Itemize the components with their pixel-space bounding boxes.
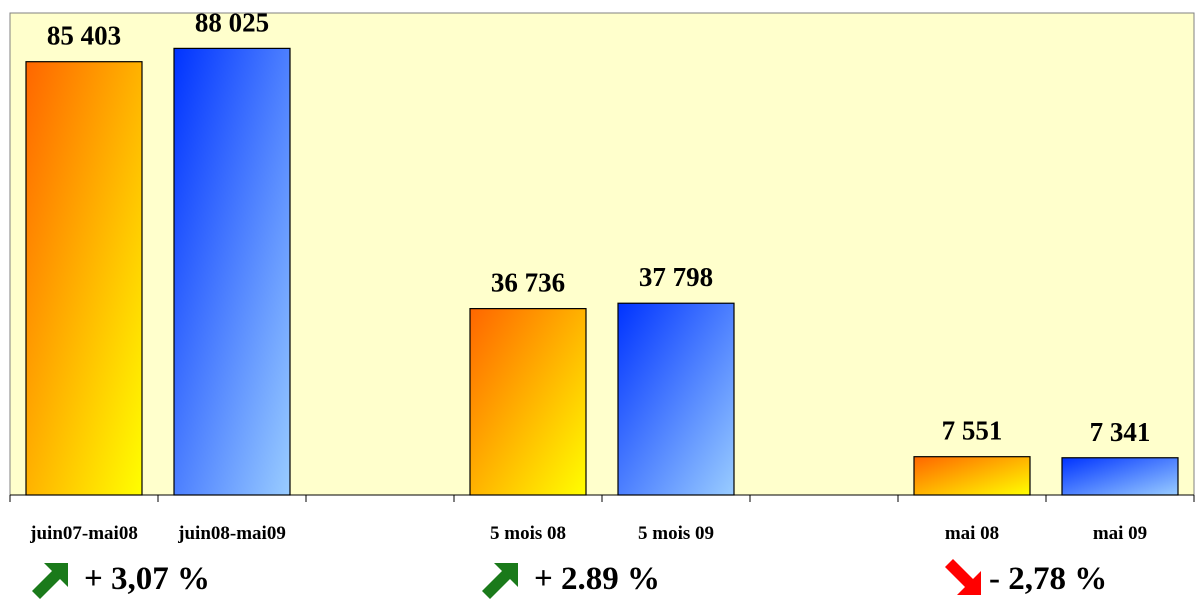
up-right-arrow-icon bbox=[30, 557, 74, 601]
bar-mai-09 bbox=[1061, 457, 1179, 496]
data-label: 88 025 bbox=[195, 7, 269, 37]
x-tick-label: 5 mois 09 bbox=[638, 523, 714, 544]
bar-5-mois-09 bbox=[617, 302, 735, 496]
labels-layer: 85 403 juin07-mai08 88 025 juin08-mai09 36 7… bbox=[29, 7, 1150, 544]
bar-mai-08 bbox=[913, 456, 1031, 496]
change-label-3: - 2,78 % bbox=[989, 560, 1108, 597]
bars-layer bbox=[25, 47, 1179, 496]
change-label-1: + 3,07 % bbox=[84, 560, 211, 597]
data-label: 7 551 bbox=[942, 416, 1003, 446]
x-tick-label: 5 mois 08 bbox=[490, 523, 566, 544]
data-label: 36 736 bbox=[491, 268, 565, 298]
bar-5-mois-08 bbox=[469, 308, 587, 496]
x-tick-label: mai 08 bbox=[945, 523, 999, 544]
change-label-2: + 2.89 % bbox=[534, 560, 661, 597]
bar-juin08-mai09 bbox=[173, 47, 291, 496]
x-tick-label: juin07-mai08 bbox=[29, 523, 138, 544]
x-tick-label: mai 09 bbox=[1093, 523, 1147, 544]
up-right-arrow-icon bbox=[480, 557, 524, 601]
down-right-arrow-icon bbox=[943, 557, 987, 601]
bar-juin07-mai08 bbox=[25, 61, 143, 496]
x-axis bbox=[9, 494, 1195, 502]
change-indicator-2: + 2.89 % bbox=[480, 555, 660, 603]
data-label: 85 403 bbox=[47, 21, 121, 51]
data-label: 37 798 bbox=[639, 262, 713, 292]
change-indicator-3: - 2,78 % bbox=[943, 555, 1107, 603]
change-indicator-1: + 3,07 % bbox=[30, 555, 210, 603]
data-label: 7 341 bbox=[1090, 417, 1151, 447]
x-tick-label: juin08-mai09 bbox=[177, 523, 286, 544]
